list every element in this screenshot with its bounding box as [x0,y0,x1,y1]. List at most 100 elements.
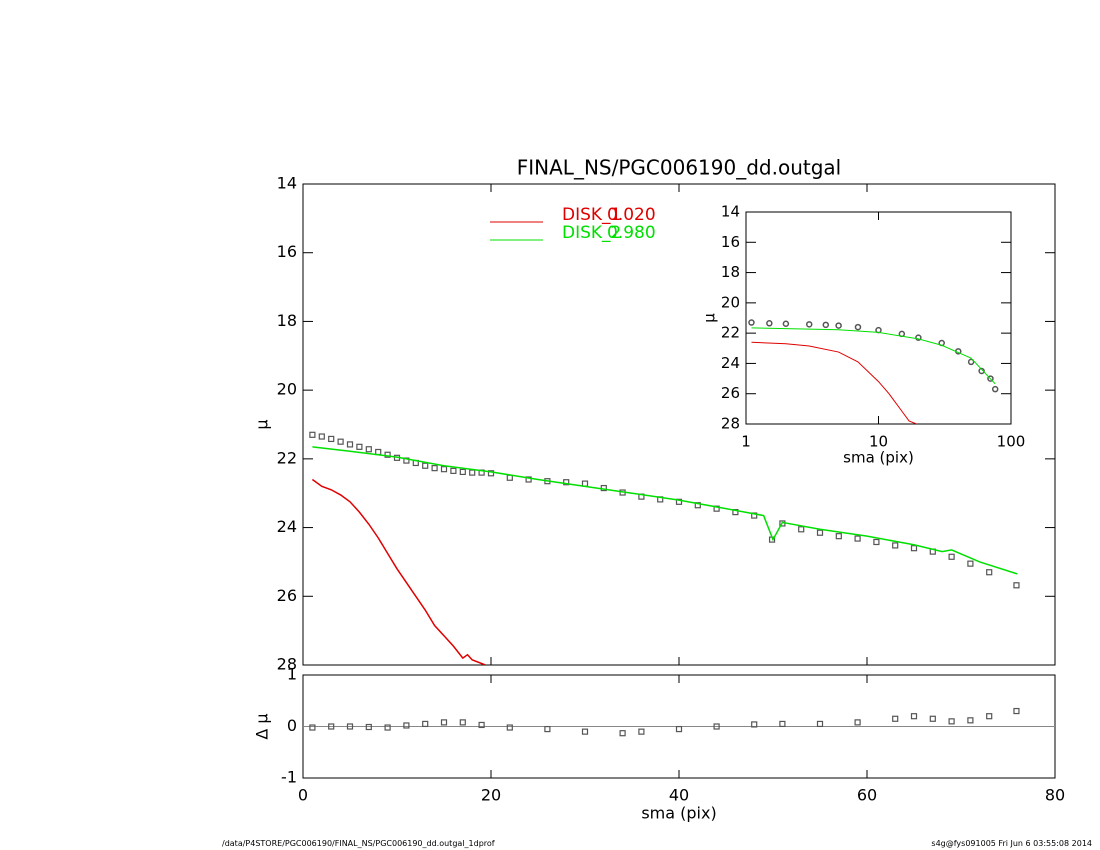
data-point [779,720,786,728]
x-axis-label: sma (pix) [641,804,716,823]
data-point [948,718,955,725]
data-point [892,542,899,549]
data-point [337,438,344,445]
panel: 1 10 100 14 16 18 20 22 24 26 28 sma (pix) μ [701,203,1026,467]
y-tick-label: 22 [277,448,297,467]
data-point [854,323,862,331]
data-point [638,728,645,735]
model-line [751,341,917,424]
data-point [328,435,335,443]
data-point [506,724,513,731]
data-point [986,713,993,720]
data-point [384,451,391,458]
y-axis-label: μ [701,313,719,323]
data-point [309,724,316,731]
y-tick-label: 18 [721,263,740,281]
data-point [713,723,720,730]
y-tick-label: 28 [277,655,297,674]
y-tick-label: 28 [721,415,740,433]
y-tick-label: 0 [287,716,297,735]
model-line [312,446,1018,575]
legend-fraction: 0.020 [607,205,656,225]
data-point [929,715,936,722]
data-point [365,446,372,453]
y-tick-label: 24 [721,354,740,372]
data-point [854,535,861,542]
y-tick-label: 16 [277,242,297,261]
footer-left: /data/P4STORE/PGC006190/FINAL_NS/PGC0061… [222,839,495,848]
data-point [403,722,410,729]
data-point [346,723,354,730]
data-point [854,719,861,726]
data-point [544,725,551,733]
data-point [440,719,448,726]
x-tick-label: 60 [857,786,877,805]
data-point [619,730,626,737]
data-point [766,320,773,327]
data-point [422,720,429,728]
data-point [440,466,448,473]
data-point [328,723,335,730]
data-point [732,509,739,516]
data-point [835,322,842,329]
y-tick-label: 1 [287,665,297,684]
data-point [563,479,570,486]
series-group [309,431,1020,665]
data-point [675,498,683,505]
data-point [873,538,880,546]
footer-right: s4g@fys091005 Fri Jun 6 03:55:08 2014 [931,839,1092,848]
data-point [892,715,899,722]
y-tick-label: 14 [721,203,740,221]
data-point [694,502,701,509]
chart-title: FINAL_NS/PGC006190_dd.outgal [517,156,841,180]
series-group [748,319,999,424]
data-point [346,441,354,448]
y-tick-label: 16 [721,233,740,251]
data-point [365,723,372,731]
data-point [1013,582,1020,589]
data-point [805,321,813,328]
y-tick-label: 14 [277,174,297,193]
y-tick-label: 24 [277,517,297,536]
legend-label: DISK_2 [562,223,621,243]
data-point [422,462,429,469]
data-point [459,468,466,476]
data-point [967,358,975,366]
data-point [751,512,758,519]
model-line [751,327,996,385]
y-tick-label: 26 [721,384,740,402]
data-point [967,717,974,724]
data-point [525,476,532,483]
y-tick-label: 26 [277,586,297,605]
data-point [816,529,824,536]
y-tick-label: 22 [721,324,740,342]
data-point [581,728,589,735]
data-point [782,320,790,328]
data-point [1013,707,1020,715]
data-point [403,457,410,464]
data-point [987,375,994,382]
data-point [751,721,758,728]
legend-label: DISK_1 [562,205,621,225]
y-tick-label: -1 [281,768,297,787]
y-tick-label: 18 [277,311,297,330]
data-point [748,319,755,326]
legend-fraction: 0.980 [607,223,656,243]
data-point [478,721,485,729]
data-point [384,724,391,731]
data-point [835,533,842,540]
data-point [915,334,922,341]
data-point [318,433,325,440]
data-point [967,560,974,567]
x-tick-label: 80 [1045,786,1065,805]
x-tick-label: 1 [741,433,751,451]
y-tick-label: 20 [277,380,297,399]
data-point [991,385,999,393]
data-point [798,526,805,533]
y-tick-label: 20 [721,293,740,311]
data-point [816,720,824,728]
data-point [910,713,918,720]
data-point [986,569,993,576]
